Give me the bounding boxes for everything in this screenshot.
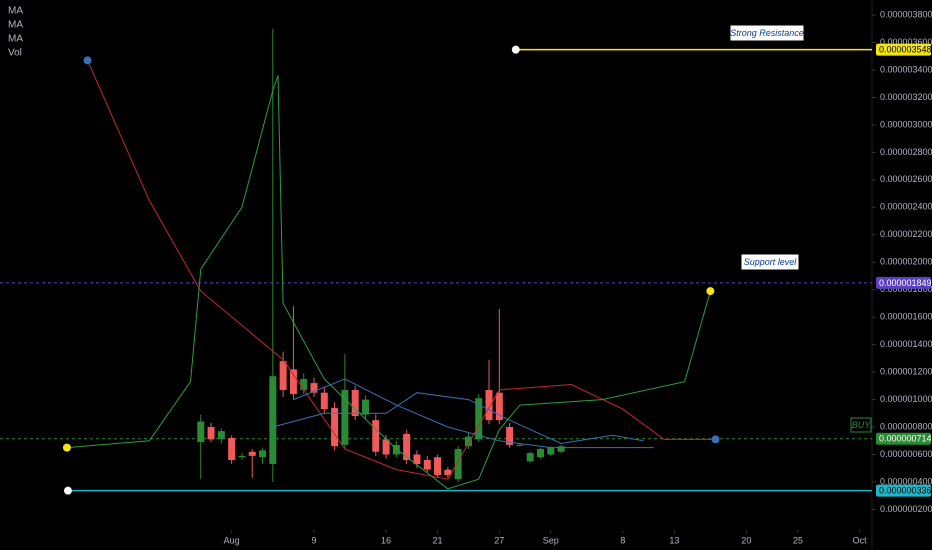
indicator-line — [66, 75, 711, 490]
y-tick-label: 0.0000016000 — [880, 312, 932, 322]
candle-body — [403, 433, 411, 460]
y-tick-label: 0.0000004000 — [880, 476, 932, 486]
y-tick-label: 0.0000026000 — [880, 174, 932, 184]
price-level-box — [876, 276, 931, 289]
candle-body — [526, 453, 534, 462]
line-end-dot — [711, 435, 720, 444]
price-level-label: 0.0000035483 — [879, 45, 932, 55]
candle-body — [382, 439, 390, 455]
x-tick-label: Aug — [224, 535, 240, 545]
price-level-box — [876, 43, 931, 56]
candle-body — [516, 444, 524, 446]
candle-body — [289, 369, 297, 395]
annotation-box — [741, 254, 799, 270]
candle-body — [341, 389, 349, 445]
candle-body — [495, 392, 503, 421]
y-tick-label: 0.0000036000 — [880, 37, 932, 47]
y-tick-label: 0.0000038000 — [880, 9, 932, 19]
price-level-box — [876, 484, 931, 497]
candle-body — [485, 389, 493, 421]
indicator-line — [272, 392, 644, 445]
x-tick-label: 8 — [620, 535, 625, 545]
indicator-line — [293, 378, 654, 449]
legend-entry: MA — [8, 20, 23, 31]
x-tick-label: 9 — [311, 535, 316, 545]
candle-body — [217, 431, 225, 440]
candle-body — [351, 389, 359, 417]
x-tick-label: 20 — [741, 535, 751, 545]
price-level-label: 0.0000003366 — [879, 486, 932, 496]
price-level-box — [876, 432, 931, 445]
legend-entry: MA — [8, 34, 23, 45]
candle-body — [320, 392, 328, 410]
x-tick-label: 25 — [793, 535, 803, 545]
candle-body — [279, 361, 287, 390]
candle-body — [434, 457, 442, 476]
candle-body — [547, 447, 555, 455]
level-anchor — [511, 45, 520, 54]
price-level-label: 0.0000018497 — [879, 278, 932, 288]
line-start-dot — [62, 443, 71, 452]
annotation: BUY — [852, 420, 872, 430]
legend-entry: MA — [8, 6, 23, 17]
y-tick-label: 0.0000018000 — [880, 284, 932, 294]
level-anchor — [63, 486, 72, 495]
candle-body — [207, 427, 215, 440]
candle-body — [228, 438, 236, 460]
line-end-dot — [706, 287, 715, 296]
candle-body — [464, 436, 472, 447]
y-tick-label: 0.0000022000 — [880, 229, 932, 239]
candle-body — [475, 398, 483, 440]
candle-body — [506, 427, 514, 445]
candle-body — [361, 399, 369, 415]
candle-body — [413, 454, 421, 465]
y-tick-label: 0.0000034000 — [880, 64, 932, 74]
x-tick-label: Sep — [543, 535, 559, 545]
y-tick-label: 0.0000002000 — [880, 504, 932, 514]
y-tick-label: 0.0000012000 — [880, 366, 932, 376]
indicator-line — [87, 60, 716, 480]
y-tick-label: 0.0000020000 — [880, 257, 932, 267]
price-level-label: 0.0000007149 — [879, 434, 932, 444]
candle-body — [248, 451, 256, 456]
candle-body — [310, 383, 318, 393]
x-tick-label: 27 — [494, 535, 504, 545]
candle-body — [269, 376, 277, 465]
y-tick-label: 0.0000006000 — [880, 449, 932, 459]
y-tick-label: 0.0000010000 — [880, 394, 932, 404]
x-tick-label: 16 — [381, 535, 391, 545]
candle-body — [423, 459, 431, 470]
x-tick-label: Oct — [853, 535, 868, 545]
annotation-box — [730, 25, 804, 41]
candle-body — [557, 446, 565, 452]
candle-body — [444, 469, 452, 476]
candle-body — [238, 455, 246, 458]
candle-body — [331, 407, 339, 447]
candle-body — [197, 421, 205, 443]
legend-entry: Vol — [8, 48, 22, 59]
line-start-dot — [83, 56, 92, 65]
y-tick-label: 0.0000024000 — [880, 202, 932, 212]
annotation: Support level — [744, 257, 798, 267]
y-tick-label: 0.0000008000 — [880, 421, 932, 431]
candle-body — [259, 450, 267, 458]
y-tick-label: 0.0000028000 — [880, 147, 932, 157]
x-tick-label: 21 — [433, 535, 443, 545]
annotation: Strong Resistance — [730, 28, 804, 38]
candle-body — [536, 448, 544, 458]
y-tick-label: 0.0000014000 — [880, 339, 932, 349]
candle-body — [372, 420, 380, 452]
y-tick-label: 0.0000030000 — [880, 119, 932, 129]
annotation-box — [850, 417, 872, 433]
candle-body — [300, 378, 308, 390]
x-tick-label: 13 — [669, 535, 679, 545]
candle-body — [454, 448, 462, 480]
y-tick-label: 0.0000032000 — [880, 92, 932, 102]
candle-body — [392, 444, 400, 455]
